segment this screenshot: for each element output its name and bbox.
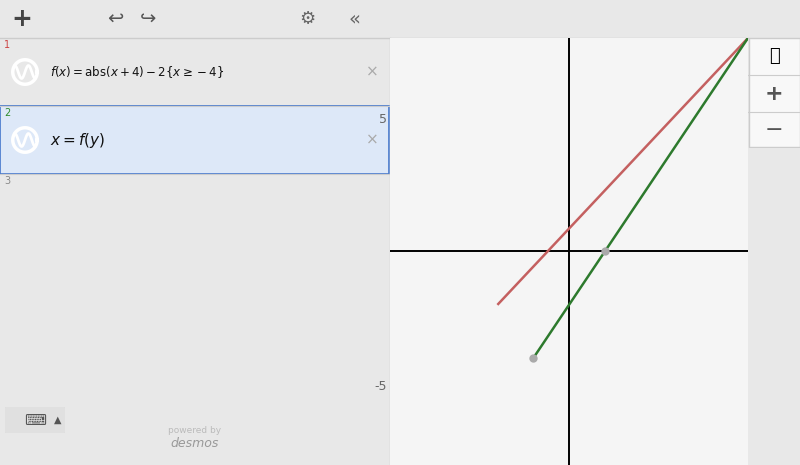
- Text: $x = f(y)$: $x = f(y)$: [50, 131, 105, 150]
- FancyBboxPatch shape: [0, 106, 389, 174]
- Text: ↪: ↪: [140, 8, 156, 27]
- Text: +: +: [11, 7, 33, 31]
- Text: 2: 2: [4, 108, 10, 118]
- Text: ▲: ▲: [54, 415, 62, 425]
- FancyBboxPatch shape: [749, 39, 799, 147]
- Text: 🔧: 🔧: [769, 47, 779, 65]
- Text: ×: ×: [366, 65, 378, 80]
- Text: −: −: [765, 120, 783, 140]
- Text: ⚙: ⚙: [299, 10, 315, 28]
- Text: +: +: [765, 84, 783, 104]
- Text: 1: 1: [4, 40, 10, 50]
- Text: ⌨: ⌨: [24, 412, 46, 427]
- Text: $f(x) = \mathrm{abs}(x+4)-2\{x \geq -4\}$: $f(x) = \mathrm{abs}(x+4)-2\{x \geq -4\}…: [50, 64, 224, 80]
- Text: desmos: desmos: [171, 437, 219, 450]
- Text: «: «: [349, 9, 361, 28]
- Text: ↩: ↩: [107, 8, 123, 27]
- Text: powered by: powered by: [169, 426, 222, 435]
- Text: 3: 3: [4, 176, 10, 186]
- Text: ×: ×: [366, 133, 378, 147]
- FancyBboxPatch shape: [4, 406, 66, 434]
